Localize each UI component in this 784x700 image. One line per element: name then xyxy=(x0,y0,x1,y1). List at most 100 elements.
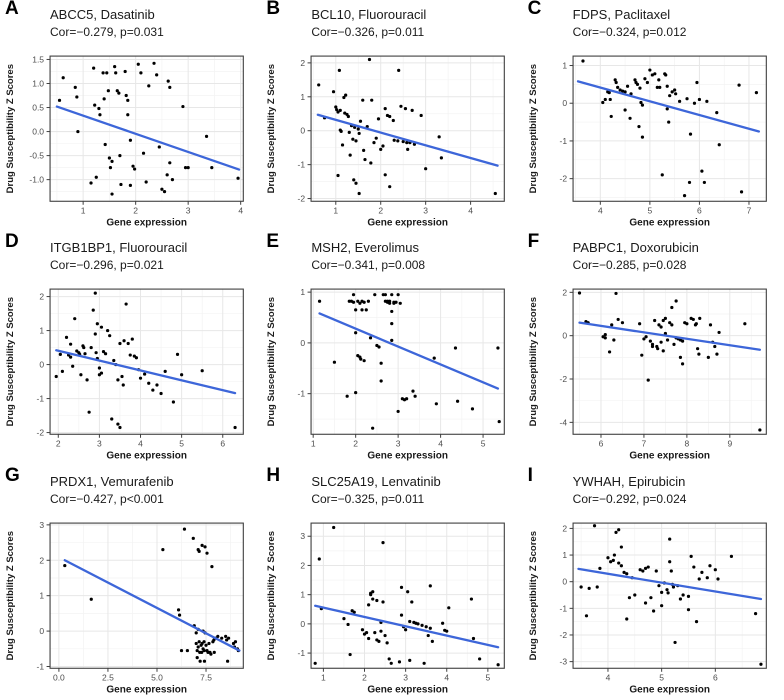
svg-text:5: 5 xyxy=(647,205,652,215)
svg-text:-1: -1 xyxy=(298,389,306,399)
scatter-plot: 2 3 4 5 6 2 1 0 -1 -2 Gene expression Drug Suscepti… xyxy=(5,288,244,462)
svg-text:0: 0 xyxy=(562,331,567,341)
svg-text:-1: -1 xyxy=(298,160,306,170)
svg-text:1: 1 xyxy=(321,672,326,682)
svg-text:Drug Susceptibility Z Scores: Drug Susceptibility Z Scores xyxy=(5,64,16,193)
panel-subtitle: Cor=−0.325, p=0.011 xyxy=(311,491,425,506)
panel-title: BCL10, Fluorouracil xyxy=(311,7,427,22)
svg-text:3: 3 xyxy=(97,439,102,449)
svg-text:2: 2 xyxy=(379,205,384,215)
panel-title: PABPC1, Doxorubicin xyxy=(572,240,699,256)
svg-text:5: 5 xyxy=(659,672,664,682)
svg-text:4: 4 xyxy=(439,439,444,449)
svg-text:6: 6 xyxy=(598,439,603,449)
svg-text:5: 5 xyxy=(179,439,184,449)
svg-text:Gene expression: Gene expression xyxy=(368,217,449,228)
svg-text:7: 7 xyxy=(641,439,646,449)
panel-letter: H xyxy=(266,464,281,486)
svg-text:0.0: 0.0 xyxy=(32,127,44,137)
svg-text:Drug Susceptibility Z Scores: Drug Susceptibility Z Scores xyxy=(266,64,277,193)
scatter-plot: 1 2 3 4 1.5 1.0 0.5 0.0 -0.5 -1.0 Gene expression D… xyxy=(5,54,244,228)
panel-letter: A xyxy=(5,0,20,19)
svg-text:-1: -1 xyxy=(36,661,44,671)
svg-text:Drug Susceptibility Z Scores: Drug Susceptibility Z Scores xyxy=(5,297,16,426)
panel-letter: I xyxy=(527,464,534,486)
svg-text:Gene expression: Gene expression xyxy=(629,684,710,695)
svg-text:1: 1 xyxy=(311,439,316,449)
panel-subtitle: Cor=−0.285, p=0.028 xyxy=(572,258,687,273)
svg-text:4: 4 xyxy=(598,205,603,215)
svg-text:2.5: 2.5 xyxy=(102,672,114,682)
panel-letter: E xyxy=(266,231,280,253)
svg-text:-1: -1 xyxy=(559,603,567,613)
svg-text:-2: -2 xyxy=(298,194,306,204)
panel-letter: B xyxy=(266,0,281,19)
panel-c: C FDPS, Paclitaxel Cor=−0.324, p=0.012 4… xyxy=(523,0,784,233)
scatter-plot: 4 5 6 7 1 0 -1 -2 Gene expression Drug Susceptibi… xyxy=(528,55,767,228)
svg-text:1: 1 xyxy=(562,61,567,71)
svg-text:2: 2 xyxy=(133,205,138,215)
svg-text:-0.5: -0.5 xyxy=(29,151,44,161)
scatter-plot: 1 2 3 4 2 1 0 -1 -2 Gene expression Drug Susceptib… xyxy=(266,55,506,228)
panel-f: F PABPC1, Doxorubicin Cor=−0.285, p=0.02… xyxy=(523,231,784,466)
panel-title: PRDX1, Vemurafenib xyxy=(50,473,174,489)
svg-text:5.0: 5.0 xyxy=(151,672,163,682)
svg-text:0: 0 xyxy=(39,626,44,636)
scatter-plot: 6 7 8 9 2 0 -2 -4 Gene expression Drug Susceptibi… xyxy=(528,288,767,462)
svg-text:0: 0 xyxy=(301,619,306,629)
panel-g: G PRDX1, Vemurafenib Cor=−0.427, p<0.001… xyxy=(0,465,261,700)
svg-text:Gene expression: Gene expression xyxy=(629,217,710,228)
svg-text:8: 8 xyxy=(684,439,689,449)
svg-text:1: 1 xyxy=(81,205,86,215)
svg-text:Drug Susceptibility Z Scores: Drug Susceptibility Z Scores xyxy=(528,64,539,193)
svg-text:3: 3 xyxy=(186,205,191,215)
svg-text:4: 4 xyxy=(138,439,143,449)
scatter-plot: 1 2 3 4 5 3 2 1 0 -1 Gene expression Drug Susceptib… xyxy=(266,522,506,695)
panel-h: H SLC25A19, Lenvatinib Cor=−0.325, p=0.0… xyxy=(261,464,522,700)
svg-text:2: 2 xyxy=(56,439,61,449)
panel-i: I YWHAH, Epirubicin Cor=−0.292, p=0.024 … xyxy=(523,464,784,700)
panel-title: FDPS, Paclitaxel xyxy=(572,7,671,22)
panel-letter: C xyxy=(527,0,542,19)
svg-text:2: 2 xyxy=(562,523,567,533)
panel-title: YWHAH, Epirubicin xyxy=(572,473,686,489)
svg-text:4: 4 xyxy=(469,205,474,215)
svg-text:4: 4 xyxy=(605,672,610,682)
svg-text:Drug Susceptibility Z Scores: Drug Susceptibility Z Scores xyxy=(528,531,539,660)
svg-text:Drug Susceptibility Z Scores: Drug Susceptibility Z Scores xyxy=(266,297,277,426)
scatter-plot: 1 2 3 4 5 1 0 -1 Gene expression Drug Susceptibil… xyxy=(266,287,506,462)
svg-text:Drug Susceptibility Z Scores: Drug Susceptibility Z Scores xyxy=(5,531,16,660)
svg-text:Drug Susceptibility Z Scores: Drug Susceptibility Z Scores xyxy=(528,297,539,426)
svg-text:3: 3 xyxy=(404,672,409,682)
panel-title: ITGB1BP1, Fluorouracil xyxy=(50,240,188,256)
svg-text:Gene expression: Gene expression xyxy=(106,684,187,695)
svg-text:2: 2 xyxy=(39,292,44,302)
svg-text:Gene expression: Gene expression xyxy=(629,451,710,462)
svg-text:1: 1 xyxy=(562,550,567,560)
svg-text:Gene expression: Gene expression xyxy=(106,217,187,228)
svg-text:4: 4 xyxy=(238,205,243,215)
svg-text:7.5: 7.5 xyxy=(200,672,212,682)
scatter-plot: 0.0 2.5 5.0 7.5 3 2 1 0 -1 Gene expression Drug Su… xyxy=(5,520,244,695)
svg-text:-2: -2 xyxy=(559,630,567,640)
svg-text:-1: -1 xyxy=(559,136,567,146)
svg-text:1: 1 xyxy=(334,205,339,215)
panel-letter: F xyxy=(527,231,540,253)
panel-title: MSH2, Everolimus xyxy=(311,240,419,256)
panel-subtitle: Cor=−0.292, p=0.024 xyxy=(572,491,687,506)
svg-text:Gene expression: Gene expression xyxy=(106,451,187,462)
svg-text:-3: -3 xyxy=(559,656,567,666)
panel-title: SLC25A19, Lenvatinib xyxy=(311,473,441,489)
svg-text:1: 1 xyxy=(301,589,306,599)
svg-text:1: 1 xyxy=(39,590,44,600)
svg-text:5: 5 xyxy=(486,672,491,682)
panel-b: B BCL10, Fluorouracil Cor=−0.326, p=0.01… xyxy=(261,0,522,233)
svg-text:Drug Susceptibility Z Scores: Drug Susceptibility Z Scores xyxy=(266,531,277,660)
panel-letter: D xyxy=(5,231,20,253)
panel-subtitle: Cor=−0.296, p=0.021 xyxy=(50,258,164,273)
svg-text:3: 3 xyxy=(301,531,306,541)
svg-text:9: 9 xyxy=(727,439,732,449)
svg-text:0: 0 xyxy=(301,338,306,348)
svg-text:1: 1 xyxy=(39,326,44,336)
